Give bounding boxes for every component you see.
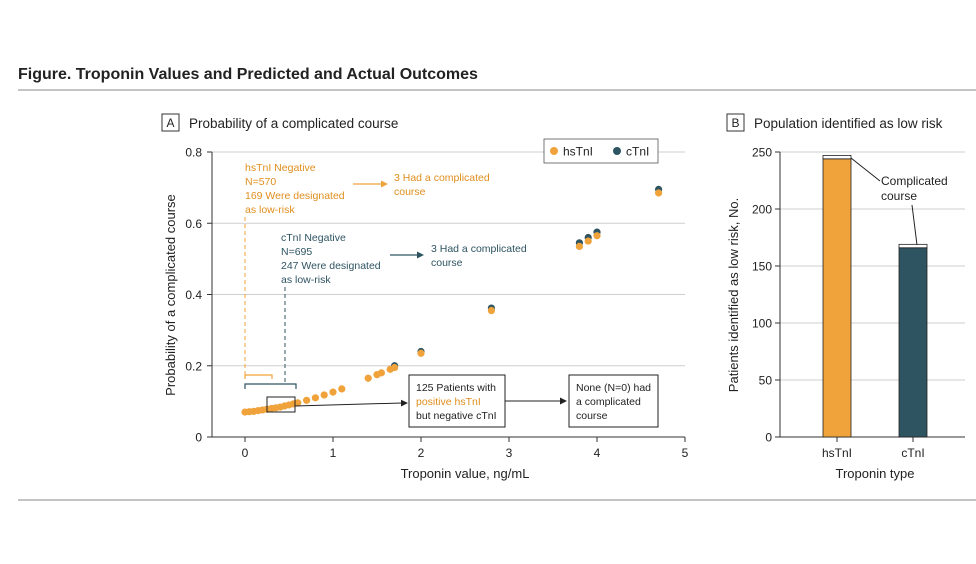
complicated-annotation-line-1: Complicated	[881, 174, 948, 188]
c-outcome-line-1: 3 Had a complicated	[431, 243, 527, 255]
b-y-tick-label: 250	[752, 146, 772, 160]
c-note-line-3: 247 Were designated	[281, 260, 381, 272]
panel-a-letter: A	[166, 116, 174, 130]
box2-line-2: a complicated	[576, 396, 641, 408]
panel-a-axes	[207, 151, 686, 442]
panel-b: B Population identified as low risk 0 50 1…	[726, 113, 965, 481]
b-x-tick-label: hsTnI	[822, 446, 852, 460]
a-x-tick-label: 3	[506, 446, 513, 460]
c-note-line-1: cTnI Negative	[281, 232, 346, 244]
hstni-point	[417, 349, 425, 357]
b-y-tick-label: 200	[752, 203, 772, 217]
c-note-line-4: as low-risk	[281, 274, 331, 286]
panel-a-legend: hsTnI cTnI	[543, 138, 659, 164]
hstni-point	[329, 388, 337, 396]
hs-note-line-2: N=570	[245, 176, 276, 188]
b-y-tick-label: 0	[765, 431, 772, 445]
hs-note-line-3: 169 Were designated	[245, 190, 345, 202]
b-y-tick-label: 100	[752, 317, 772, 331]
hs-note-line-4: as low-risk	[245, 204, 295, 216]
a-x-tick-label: 2	[418, 446, 425, 460]
hstni-point	[338, 385, 346, 393]
bar-low-risk-cTnI	[898, 247, 928, 438]
hstni-point	[320, 391, 328, 399]
hs-note-line-1: hsTnI Negative	[245, 162, 316, 174]
hstni-point	[311, 394, 319, 402]
panel-b-bars	[822, 155, 928, 438]
hstni-point	[575, 242, 584, 251]
hs-outcome-line-1: 3 Had a complicated	[394, 172, 490, 184]
b-y-tick-label: 50	[759, 374, 773, 388]
c-note-line-2: N=695	[281, 246, 312, 258]
complicated-annotation-line-2: course	[881, 189, 917, 203]
hs-outcome-arrow-head	[381, 180, 388, 188]
c-outcome-arrow-head	[417, 251, 424, 259]
c-cutoff-bracket	[244, 383, 297, 389]
panel-a: A Probability of a complicated course 00…	[161, 113, 689, 481]
panel-b-gridlines	[780, 151, 965, 381]
a-y-tick-label: 0.2	[185, 359, 202, 373]
hstni-point	[593, 232, 601, 240]
panel-a-letter-box	[161, 113, 180, 132]
no-complication-box	[568, 374, 659, 428]
legend-hs-label: hsTnI	[563, 145, 593, 159]
panel-b-letter: B	[731, 116, 739, 130]
legend-hs-marker	[550, 147, 558, 155]
box1-connector-head	[401, 399, 408, 407]
box1-line-3: but negative cTnI	[416, 410, 497, 422]
a-y-tick-label: 0.8	[185, 146, 202, 160]
hstni-point	[487, 306, 495, 315]
panel-b-title: Population identified as low risk	[754, 116, 943, 131]
hstni-point	[377, 369, 385, 377]
a-x-tick-label: 1	[330, 446, 337, 460]
a-x-tick-label: 4	[594, 446, 601, 460]
a-y-tick-label: 0	[195, 431, 202, 445]
discordant-highlight-box	[266, 396, 296, 413]
annotation-pointer-hs	[850, 157, 881, 182]
b-x-tick-label: cTnI	[901, 446, 924, 460]
a-y-tick-label: 0.4	[185, 288, 202, 302]
hs-cutoff-bracket	[244, 374, 273, 379]
panel-a-y-axis-label: Probability of a complicated course	[163, 194, 178, 396]
panel-b-x-axis-label: Troponin type	[835, 466, 914, 481]
panel-a-x-axis-label: Troponin value, ng/mL	[401, 466, 530, 481]
panel-b-tick-labels: 0 50 100 150 200 250 hsTnI cTnI	[752, 146, 925, 461]
hstni-point	[391, 363, 399, 372]
panel-b-y-axis-label: Patients identified as low risk, No.	[726, 198, 741, 392]
box1-line-1: 125 Patients with	[416, 382, 496, 394]
b-y-tick-label: 150	[752, 260, 772, 274]
figure-title: Figure. Troponin Values and Predicted an…	[18, 66, 478, 83]
legend-frame	[543, 138, 659, 164]
a-x-tick-label: 0	[242, 446, 249, 460]
a-y-tick-label: 0.6	[185, 217, 202, 231]
legend-c-label: cTnI	[626, 145, 649, 159]
box2-connector-head	[560, 397, 567, 405]
hstni-point	[364, 374, 372, 382]
hstni-point	[303, 396, 311, 404]
hstni-point	[584, 237, 592, 245]
annotation-pointer-c	[911, 204, 918, 246]
box1-connector-line	[294, 402, 403, 407]
panel-a-tick-labels: 0 0.2 0.4 0.6 0.8 0 1 2 3 4 5	[185, 146, 688, 461]
panel-b-letter-box	[726, 113, 745, 132]
hstni-point	[655, 189, 663, 197]
legend-c-marker	[613, 147, 621, 155]
bar-low-risk-hsTnI	[822, 158, 852, 438]
box2-line-3: course	[576, 410, 608, 422]
hs-outcome-line-2: course	[394, 186, 426, 198]
hstni-point	[294, 399, 302, 407]
panel-a-points	[241, 185, 663, 416]
c-outcome-line-2: course	[431, 257, 463, 269]
a-x-tick-label: 5	[682, 446, 689, 460]
bar-complicated-cTnI	[898, 243, 928, 249]
box1-line-2: positive hsTnI	[416, 396, 481, 408]
panel-b-axes	[775, 151, 965, 442]
panel-a-title: Probability of a complicated course	[189, 116, 398, 131]
box2-line-1: None (N=0) had	[576, 382, 651, 394]
bar-complicated-hsTnI	[822, 155, 852, 160]
